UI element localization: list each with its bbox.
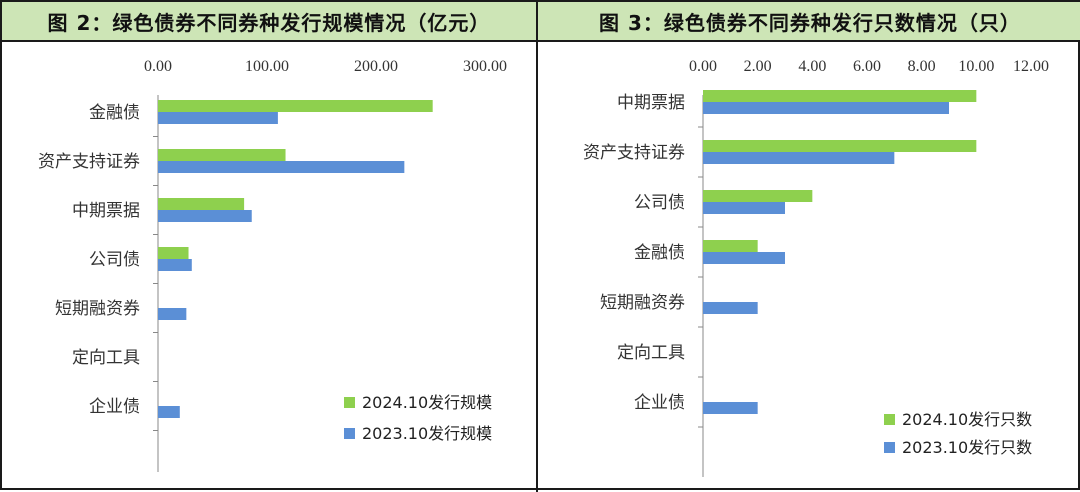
bar-previous	[703, 302, 758, 314]
category-label: 企业债	[634, 393, 685, 413]
legend-label: 2023.10发行只数	[902, 438, 1032, 457]
x-tick-label: 2.00	[744, 58, 772, 75]
bar-previous	[703, 402, 758, 414]
x-tick-label: 0.00	[144, 58, 172, 75]
bar-previous	[158, 259, 192, 271]
x-tick-label: 300.00	[463, 58, 507, 75]
category-label: 短期融资券	[55, 299, 140, 319]
chart-panel-scale: 图 2：绿色债券不同券种发行规模情况（亿元） 0.00 100.00 200.00 3…	[2, 2, 536, 492]
bar-chart-count: 0.00 2.00 4.00 6.00 8.00 10.00 12.00 中期票据资产支持证券…	[583, 58, 1049, 477]
category-label: 资产支持证券	[583, 143, 685, 163]
bar-previous	[158, 308, 187, 320]
bar-previous	[703, 252, 785, 264]
x-tick-label: 0.00	[689, 58, 717, 75]
bar-current	[703, 190, 813, 202]
category-label: 短期融资券	[600, 293, 685, 313]
bar-previous	[703, 202, 785, 214]
bar-current	[703, 140, 977, 152]
category-label: 资产支持证券	[38, 152, 140, 172]
category-label: 公司债	[634, 193, 685, 213]
legend-swatch	[344, 397, 355, 408]
bar-previous	[158, 161, 405, 173]
legend-swatch	[884, 414, 895, 425]
legend-swatch	[884, 442, 895, 453]
bar-current	[158, 198, 245, 210]
bar-current	[703, 90, 977, 102]
bar-chart-scale: 0.00 100.00 200.00 300.00 金融债资产支持证券中期票据公司债短期…	[38, 58, 507, 472]
category-label: 定向工具	[72, 348, 140, 368]
category-label: 金融债	[634, 243, 685, 263]
x-tick-label: 6.00	[853, 58, 881, 75]
bar-current	[158, 149, 286, 161]
legend-label: 2023.10发行规模	[362, 424, 492, 443]
legend-label: 2024.10发行规模	[362, 393, 492, 412]
x-tick-label: 4.00	[798, 58, 826, 75]
bar-previous	[158, 112, 278, 124]
chart-title-count: 图 3：绿色债券不同券种发行只数情况（只）	[538, 2, 1080, 42]
bar-current	[158, 100, 433, 112]
category-label: 公司债	[89, 250, 140, 270]
bar-current	[158, 247, 189, 259]
bar-previous	[158, 210, 252, 222]
x-tick-label: 10.00	[958, 58, 994, 75]
x-tick-label: 12.00	[1013, 58, 1049, 75]
category-label: 定向工具	[617, 343, 685, 363]
x-tick-label: 8.00	[908, 58, 936, 75]
legend-swatch	[344, 428, 355, 439]
bar-previous	[158, 406, 180, 418]
legend-label: 2024.10发行只数	[902, 410, 1032, 429]
category-label: 企业债	[89, 397, 140, 417]
chart-panel-count: 图 3：绿色债券不同券种发行只数情况（只） 0.00 2.00 4.00 6.00 8.…	[536, 2, 1080, 492]
bar-previous	[703, 152, 895, 164]
bar-current	[703, 240, 758, 252]
category-label: 金融债	[89, 103, 140, 123]
chart-title-scale: 图 2：绿色债券不同券种发行规模情况（亿元）	[2, 2, 536, 42]
category-label: 中期票据	[617, 93, 685, 113]
x-tick-label: 100.00	[245, 58, 289, 75]
category-label: 中期票据	[72, 201, 140, 221]
bar-previous	[703, 102, 949, 114]
x-tick-label: 200.00	[354, 58, 398, 75]
